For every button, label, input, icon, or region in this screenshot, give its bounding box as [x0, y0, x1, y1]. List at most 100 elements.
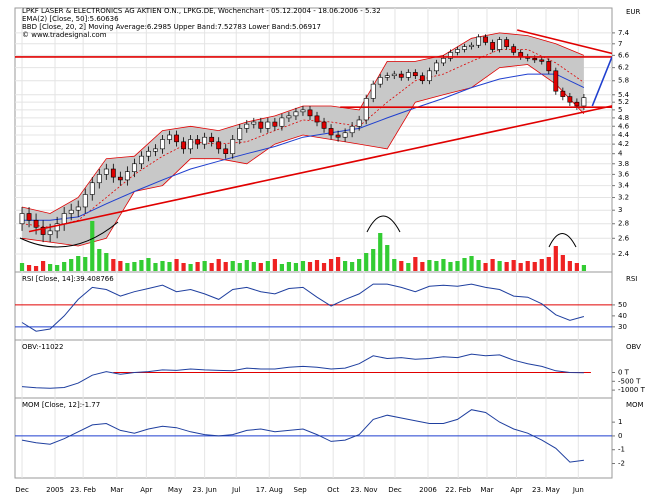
x-tick-label: Jun — [572, 486, 584, 494]
y-tick-label: 4.6 — [618, 122, 630, 130]
volume-bar — [40, 261, 46, 271]
volume-bar — [216, 259, 221, 271]
volume-bar — [223, 262, 228, 271]
candle-body — [426, 70, 432, 82]
x-tick-label: 2006 — [419, 486, 437, 494]
candle-body — [511, 46, 517, 53]
x-tick-label: 2005 — [46, 486, 64, 494]
volume-bar — [174, 259, 179, 271]
candle-body — [96, 174, 102, 184]
volume-bar — [342, 261, 348, 271]
x-tick-label: Dec — [15, 486, 29, 494]
candle-body — [68, 209, 74, 214]
volume-bar — [209, 263, 214, 271]
candle-body — [139, 155, 144, 165]
candle-body — [448, 52, 453, 59]
annotation-arc — [366, 215, 401, 233]
volume-bar — [392, 259, 397, 271]
candle-body — [363, 98, 369, 121]
candle-body — [546, 61, 552, 72]
volume-bar — [139, 260, 144, 271]
volume-bar — [293, 263, 299, 271]
candle-body — [272, 121, 278, 127]
candle-body — [581, 97, 587, 107]
candle-body — [40, 226, 46, 235]
y-tick-label: 1 — [618, 418, 622, 426]
volume-bar — [132, 262, 137, 271]
panel — [15, 398, 612, 478]
candle-body — [216, 141, 222, 150]
volume-bar — [279, 264, 285, 271]
y-tick-label: 3.8 — [618, 160, 629, 168]
volume-bar — [62, 262, 67, 271]
candle-body — [490, 42, 496, 50]
y-tick-label: 5.8 — [618, 77, 629, 85]
candle-body — [567, 96, 573, 103]
panel — [15, 272, 612, 340]
volume-bar — [167, 262, 172, 271]
volume-bar — [546, 257, 551, 271]
volume-bar — [230, 261, 235, 271]
candle-body — [370, 83, 376, 99]
candle-body — [405, 72, 411, 78]
x-tick-label: Apr — [510, 486, 522, 494]
trend-line — [517, 29, 612, 55]
annotation-arc — [19, 221, 119, 248]
y-axis-label: EUR — [626, 8, 641, 16]
volume-bar — [26, 265, 32, 271]
band-fill — [22, 32, 584, 247]
volume-bar — [371, 249, 376, 271]
y-tick-label: 5.2 — [618, 98, 629, 106]
candle-body — [314, 115, 320, 123]
annotation-arc — [548, 233, 577, 248]
volume-bar — [504, 262, 509, 271]
candle-body — [209, 136, 215, 143]
panel-frame — [14, 339, 613, 399]
volume-bar — [258, 263, 263, 271]
candle-body — [103, 168, 109, 175]
volume-bar — [483, 263, 488, 271]
indicator-line — [21, 353, 584, 389]
candle-body — [160, 139, 165, 150]
volume-bar — [195, 262, 200, 271]
volume-bar — [490, 259, 495, 271]
annotations — [19, 215, 577, 248]
volume-bar — [413, 257, 418, 271]
candle-body — [504, 39, 510, 47]
candle-body — [188, 139, 193, 150]
x-tick-label: 23. Jun — [192, 486, 216, 494]
volume-bar — [90, 221, 95, 271]
chart-title: LPKF LASER & ELECTRONICS AG AKTIEN O.N.,… — [22, 7, 381, 15]
volume-bar — [272, 259, 277, 271]
x-tick-label: May — [168, 486, 182, 494]
candle-body — [560, 90, 566, 97]
candle-body — [574, 101, 580, 107]
volume-bar — [420, 262, 425, 271]
y-tick-label: 30 — [618, 323, 627, 331]
y-tick-label: -1000 T — [618, 386, 646, 394]
indicator-line — [21, 409, 584, 463]
volume-bar — [286, 262, 292, 271]
y-tick-label: -1 — [618, 446, 625, 454]
y-tick-label: -500 T — [618, 377, 641, 385]
y-tick-label: 4 — [618, 150, 623, 158]
legend-bands: BBD [Close, 20, 2] Moving Average:6.2985… — [22, 23, 321, 31]
volume-bar — [378, 233, 383, 271]
y-tick-label: 3 — [618, 206, 622, 214]
volume-bar — [237, 263, 242, 271]
candle-body — [251, 121, 257, 125]
y-tick-label: 40 — [618, 312, 627, 320]
candle-body — [26, 213, 32, 221]
y-tick-label: 4.8 — [618, 114, 629, 122]
candle-body — [532, 58, 538, 61]
candle-body — [321, 121, 327, 129]
candle-body — [33, 219, 39, 228]
y-tick-label: 6.6 — [618, 51, 630, 59]
volume-bar — [497, 261, 502, 271]
volume-bar — [160, 261, 165, 271]
candle-body — [455, 49, 460, 53]
volume-bar — [55, 265, 60, 271]
y-tick-label: 5.4 — [618, 91, 630, 99]
candle-body — [441, 58, 446, 64]
